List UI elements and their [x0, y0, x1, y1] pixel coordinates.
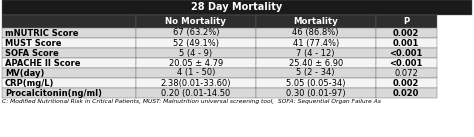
Bar [256, 28, 376, 38]
Bar [376, 58, 437, 68]
Text: 2.38(0.01-33.60): 2.38(0.01-33.60) [161, 79, 231, 88]
Text: Mortality: Mortality [293, 17, 338, 26]
Bar [136, 48, 256, 58]
Text: 67 (63.2%): 67 (63.2%) [173, 28, 219, 38]
Bar [2, 38, 136, 48]
Text: 20.05 ± 4.79: 20.05 ± 4.79 [169, 58, 223, 68]
Bar [2, 78, 136, 88]
Text: C: Modified Nutritional Risk in Critical Patients, MUST: Malnutrition universal : C: Modified Nutritional Risk in Critical… [2, 99, 381, 104]
Text: 0.072: 0.072 [394, 68, 418, 78]
Text: 0.002: 0.002 [393, 28, 419, 38]
Bar [256, 68, 376, 78]
Bar [136, 78, 256, 88]
Bar [136, 58, 256, 68]
Bar [376, 38, 437, 48]
Text: MV(day): MV(day) [5, 68, 44, 78]
Bar [256, 58, 376, 68]
Bar [376, 88, 437, 98]
Bar [2, 58, 136, 68]
Text: Procalcitonin(ng/ml): Procalcitonin(ng/ml) [5, 89, 102, 98]
Text: No Mortality: No Mortality [165, 17, 226, 26]
Bar [2, 68, 136, 78]
Bar [136, 68, 256, 78]
Text: 41 (77.4%): 41 (77.4%) [292, 38, 339, 48]
Bar [256, 38, 376, 48]
Bar [256, 48, 376, 58]
Text: 0.020: 0.020 [393, 89, 419, 98]
Text: <0.001: <0.001 [390, 48, 423, 58]
Text: 25.40 ± 6.90: 25.40 ± 6.90 [289, 58, 343, 68]
Bar [376, 68, 437, 78]
Bar [376, 28, 437, 38]
Text: APACHE II Score: APACHE II Score [5, 58, 81, 68]
Bar [2, 48, 136, 58]
Bar [136, 28, 256, 38]
Bar [2, 88, 136, 98]
Text: 52 (49.1%): 52 (49.1%) [173, 38, 219, 48]
Bar [2, 0, 472, 15]
Text: 0.002: 0.002 [393, 79, 419, 88]
Text: 0.20 (0.01-14.50: 0.20 (0.01-14.50 [161, 89, 230, 98]
Bar [376, 15, 437, 28]
Text: CRP(mg/L): CRP(mg/L) [5, 79, 54, 88]
Bar [256, 78, 376, 88]
Text: 5.05 (0.05-34): 5.05 (0.05-34) [286, 79, 346, 88]
Bar [376, 78, 437, 88]
Bar [2, 28, 136, 38]
Text: P: P [403, 17, 410, 26]
Bar [136, 38, 256, 48]
Text: 0.30 (0.01-97): 0.30 (0.01-97) [286, 89, 346, 98]
Bar [136, 15, 256, 28]
Text: 7 (4 - 12): 7 (4 - 12) [296, 48, 335, 58]
Bar [2, 15, 136, 28]
Text: 46 (86.8%): 46 (86.8%) [292, 28, 339, 38]
Text: 5 (4 - 9): 5 (4 - 9) [179, 48, 212, 58]
Text: mNUTRIC Score: mNUTRIC Score [5, 28, 78, 38]
Bar [376, 48, 437, 58]
Bar [256, 88, 376, 98]
Text: <0.001: <0.001 [390, 58, 423, 68]
Text: 4 (1 - 50): 4 (1 - 50) [177, 68, 215, 78]
Bar [256, 15, 376, 28]
Bar [136, 88, 256, 98]
Text: MUST Score: MUST Score [5, 38, 61, 48]
Text: 5 (2 - 34): 5 (2 - 34) [296, 68, 335, 78]
Text: 28 Day Mortality: 28 Day Mortality [191, 2, 283, 12]
Text: 0.001: 0.001 [393, 38, 419, 48]
Text: SOFA Score: SOFA Score [5, 48, 59, 58]
